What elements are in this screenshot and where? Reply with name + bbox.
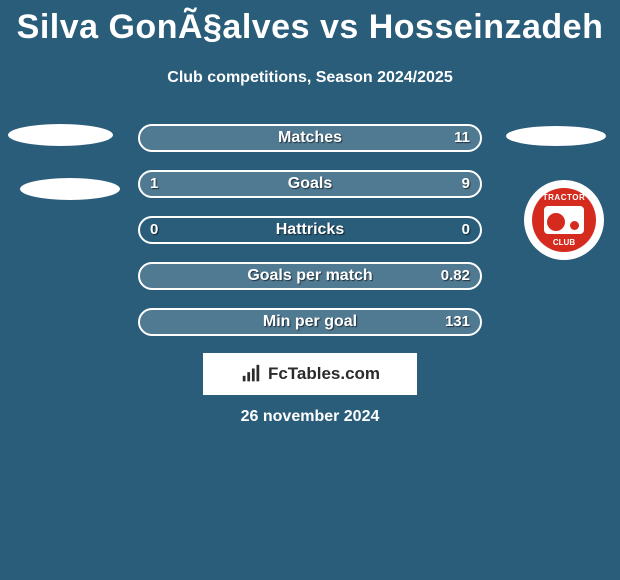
stat-bar: 1Goals9 — [138, 170, 482, 198]
stat-bar: Min per goal131 — [138, 308, 482, 336]
bar-label: Hattricks — [140, 218, 480, 242]
stat-bar: Goals per match0.82 — [138, 262, 482, 290]
stat-bar: 0Hattricks0 — [138, 216, 482, 244]
bar-label: Goals — [140, 172, 480, 196]
brand-box: FcTables.com — [202, 352, 418, 396]
bar-value-right: 11 — [454, 126, 470, 150]
player1-shape-2 — [20, 178, 120, 200]
bar-value-right: 131 — [445, 310, 470, 334]
bar-value-right: 9 — [462, 172, 470, 196]
tractor-icon: TRACTOR CLUB — [532, 188, 596, 252]
badge-top-text: TRACTOR — [543, 193, 585, 202]
brand-text: FcTables.com — [268, 364, 380, 384]
stat-bar: Matches11 — [138, 124, 482, 152]
bar-value-right: 0.82 — [441, 264, 470, 288]
bar-label: Min per goal — [140, 310, 480, 334]
bar-label: Matches — [140, 126, 480, 150]
player1-shape-1 — [8, 124, 113, 146]
player2-shape-1 — [506, 126, 606, 146]
page-title: Silva GonÃ§alves vs Hosseinzadeh — [0, 0, 620, 47]
subtitle: Club competitions, Season 2024/2025 — [0, 69, 620, 87]
bar-label: Goals per match — [140, 264, 480, 288]
chart-icon — [240, 363, 262, 385]
player2-club-badge: TRACTOR CLUB — [524, 180, 604, 260]
date-line: 26 november 2024 — [0, 408, 620, 426]
comparison-bars: Matches11 1Goals9 0Hattricks0 Goals per mat… — [138, 124, 482, 354]
badge-bottom-text: CLUB — [553, 238, 575, 247]
bar-value-right: 0 — [462, 218, 470, 242]
